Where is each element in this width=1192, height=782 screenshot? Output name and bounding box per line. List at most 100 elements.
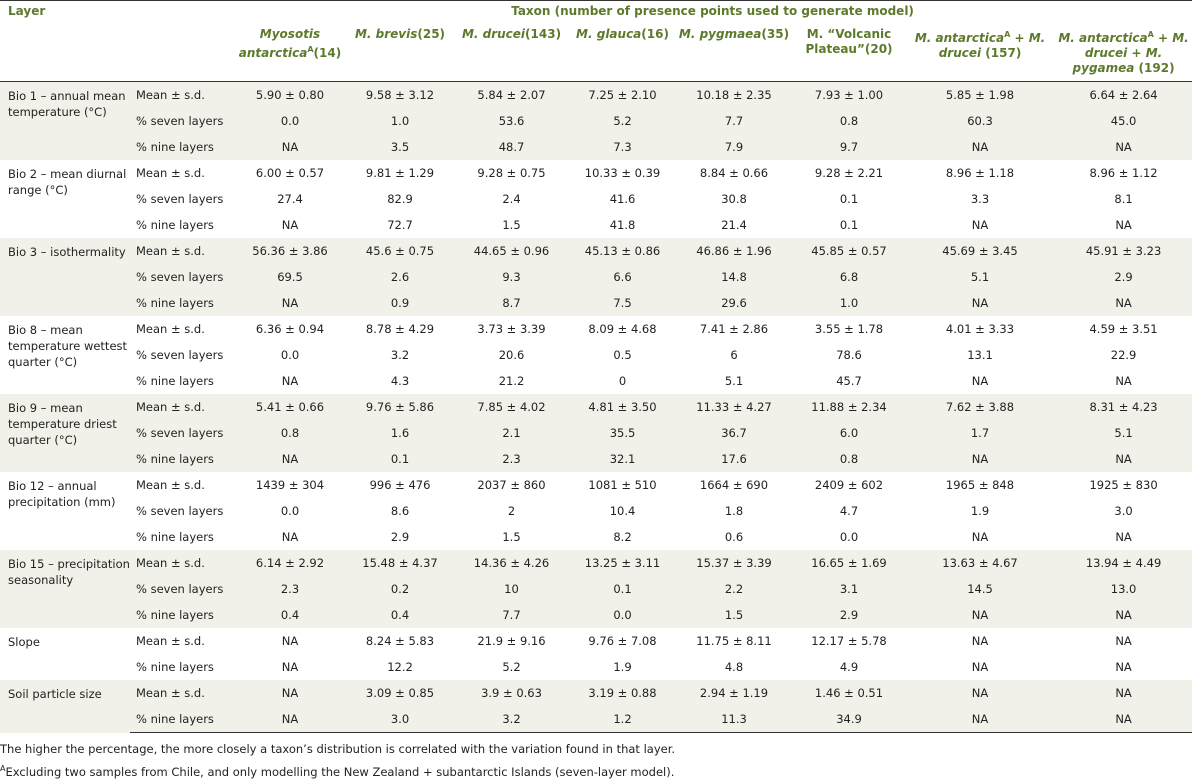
- cell-value: 78.6: [836, 348, 862, 362]
- measure-label: Mean ± s.d.: [130, 81, 233, 108]
- header-text: M. pygmaea: [678, 27, 762, 41]
- cell-value: 0.5: [613, 348, 632, 362]
- cell-value: 20.6: [498, 348, 525, 362]
- cell-value: NA: [1055, 706, 1192, 733]
- cell-value: 0.0: [233, 108, 347, 134]
- cell-value: NA: [971, 660, 989, 674]
- cell-value: 34.9: [793, 706, 905, 733]
- cell-value: NA: [1115, 218, 1132, 232]
- column-header: M. brevis(25): [347, 24, 453, 82]
- header-text: M. antarctica: [914, 31, 1005, 45]
- row-group: Bio 8 – mean temperature wettest quarter…: [0, 316, 1192, 394]
- cell-value: 32.1: [570, 446, 675, 472]
- cell-value: 0.4: [347, 602, 453, 628]
- cell-value: 48.7: [453, 134, 570, 160]
- cell-value: 41.6: [609, 192, 636, 206]
- measure-label: % seven layers: [130, 108, 233, 134]
- table-row: Bio 8 – mean temperature wettest quarter…: [0, 316, 1192, 369]
- cell-value: 2: [507, 504, 516, 518]
- cell-value: NA: [1055, 602, 1192, 628]
- header-text: (25): [417, 27, 446, 41]
- cell-value: 13.0: [1055, 576, 1192, 602]
- cell-value: 14.8: [675, 264, 793, 290]
- cell-value: 45.0: [1055, 108, 1192, 134]
- cell-value: NA: [233, 706, 347, 733]
- blank: [130, 0, 233, 24]
- cell-value: 1.5: [502, 530, 521, 544]
- cell-value: 0.8: [793, 108, 905, 134]
- data-table: Layer Taxon (number of presence points u…: [0, 0, 1192, 733]
- cell-value: 6.00 ± 0.57: [255, 166, 325, 180]
- layer-name: Bio 8 – mean temperature wettest quarter…: [8, 323, 128, 369]
- cell-value: 0.0: [839, 530, 859, 544]
- cell-value: 3.1: [793, 576, 905, 602]
- cell-value: 3.19 ± 0.88: [570, 680, 675, 706]
- header-text: A: [1004, 30, 1011, 39]
- cell-value: 12.17 ± 5.78: [811, 634, 887, 648]
- header-text: Myosotis antarctica: [238, 27, 321, 60]
- cell-value: 11.88 ± 2.34: [793, 394, 905, 420]
- cell-value: 9.81 ± 1.29: [365, 166, 435, 180]
- measure-label: % nine layers: [130, 602, 233, 628]
- cell-value: 9.76 ± 5.86: [347, 394, 453, 420]
- cell-value: 60.3: [905, 108, 1055, 134]
- cell-value: 7.85 ± 4.02: [453, 394, 570, 420]
- cell-value: 9.7: [793, 134, 905, 160]
- table-row: Bio 2 – mean diurnal range (°C) Mean ± s.…: [0, 160, 1192, 197]
- header-text: M. drucei: [1084, 31, 1189, 60]
- table-row: Bio 15 – precipitation seasonality Mean ±…: [0, 550, 1192, 628]
- cell-value: NA: [905, 602, 1055, 628]
- cell-value: NA: [1115, 634, 1132, 648]
- cell-value: NA: [905, 706, 1055, 733]
- cell-value: 8.7: [453, 290, 570, 316]
- cell-value: 22.9: [1110, 348, 1137, 362]
- cell-value: NA: [281, 530, 299, 544]
- cell-value: 13.25 ± 3.11: [570, 550, 675, 576]
- table-row: % nine layers NA 72.7 1.5 41.8 21.4 0.1 NA NA: [0, 212, 1192, 238]
- header-text: (192): [1134, 61, 1175, 75]
- measure-label: % nine layers: [136, 530, 214, 544]
- table-row: % nine layers NA 3.0 3.2 1.2 11.3 34.9 NA NA: [0, 706, 1192, 733]
- cell-value: 10.18 ± 2.35: [675, 81, 793, 108]
- cell-value: 8.31 ± 4.23: [1055, 394, 1192, 420]
- layer-name: Bio 9 – mean temperature driest quarter …: [0, 394, 130, 472]
- header-text: M. glauca: [576, 27, 642, 41]
- cell-value: 6.14 ± 2.92: [233, 550, 347, 576]
- cell-value: 6.36 ± 0.94: [255, 322, 325, 336]
- layer-name: Bio 15 – precipitation seasonality: [0, 550, 130, 628]
- footnote: The higher the percentage, the more clos…: [0, 739, 1192, 759]
- header-text: (16): [641, 27, 669, 41]
- cell-value: NA: [1115, 374, 1132, 388]
- column-row: Myosotis antarcticaA(14) M. brevis(25) M. …: [0, 24, 1192, 82]
- cell-value: NA: [281, 218, 299, 232]
- cell-value: NA: [1055, 446, 1192, 472]
- row-group: Bio 15 – precipitation seasonality Mean ±…: [0, 550, 1192, 628]
- cell-value: 4.8: [724, 660, 744, 674]
- cell-value: 0.0: [280, 504, 300, 518]
- table-row: % seven layers 0.0 8.6 2 10.4 1.8 4.7 1.9 3.0: [0, 498, 1192, 524]
- cell-value: 15.48 ± 4.37: [347, 550, 453, 576]
- table-row: % nine layers NA 2.9 1.5 8.2 0.6 0.0 NA NA: [0, 524, 1192, 550]
- header-text: (35): [761, 27, 790, 41]
- cell-value: 2.6: [347, 264, 453, 290]
- cell-value: 0.0: [280, 348, 300, 362]
- measure-label: % seven layers: [130, 576, 233, 602]
- layer-header: Layer: [0, 0, 130, 24]
- measure-label: Mean ± s.d.: [130, 238, 233, 264]
- measure-label: % seven layers: [130, 420, 233, 446]
- cell-value: NA: [281, 660, 299, 674]
- cell-value: 1.46 ± 0.51: [793, 680, 905, 706]
- cell-value: 4.81 ± 3.50: [570, 394, 675, 420]
- cell-value: 2.2: [675, 576, 793, 602]
- cell-value: 5.84 ± 2.07: [453, 81, 570, 108]
- cell-value: 7.62 ± 3.88: [905, 394, 1055, 420]
- cell-value: NA: [971, 634, 989, 648]
- table-row: % nine layers NA 0.9 8.7 7.5 29.6 1.0 NA NA: [0, 290, 1192, 316]
- cell-value: 56.36 ± 3.86: [233, 238, 347, 264]
- cell-value: NA: [971, 530, 989, 544]
- cell-value: 3.2: [390, 348, 410, 362]
- cell-value: 5.85 ± 1.98: [905, 81, 1055, 108]
- cell-value: 6.64 ± 2.64: [1055, 81, 1192, 108]
- measure-label: Mean ± s.d.: [130, 394, 233, 420]
